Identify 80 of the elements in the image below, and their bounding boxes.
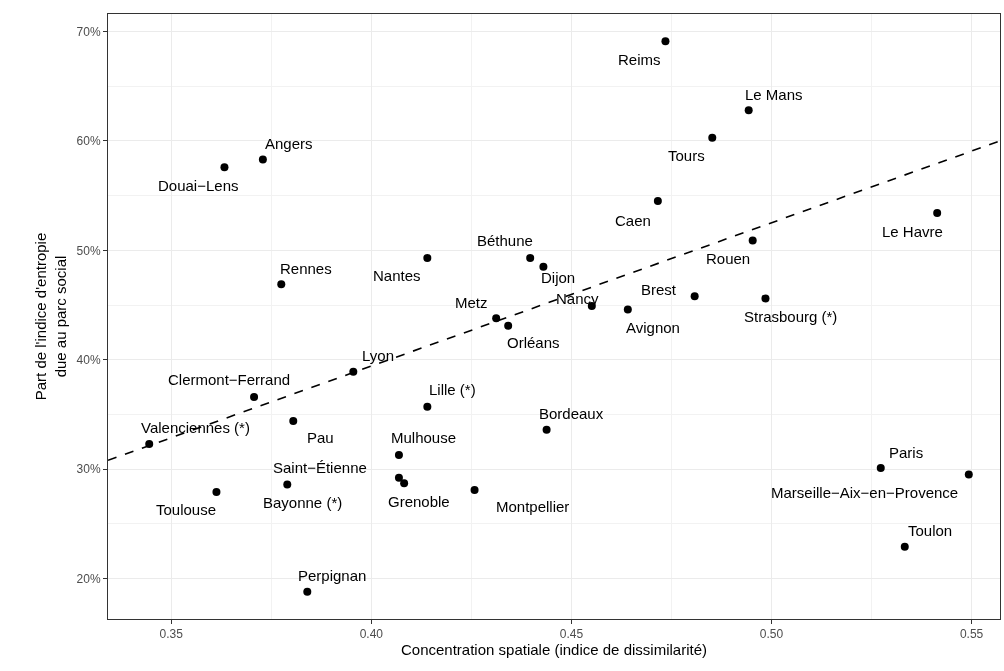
annotation: Dijon: [541, 269, 576, 286]
annotation: Bayonne (*): [263, 494, 343, 511]
annotation: Lyon: [362, 347, 394, 364]
annotation: Rennes: [280, 260, 332, 277]
annotation: Brest: [641, 281, 677, 298]
point: [349, 367, 358, 376]
point: [876, 464, 885, 473]
point: [145, 439, 154, 448]
point: [526, 253, 535, 262]
x-tick-label: 0.45: [559, 627, 584, 642]
point: [653, 197, 662, 206]
point: [277, 280, 286, 289]
annotation: Valenciennes (*): [141, 419, 250, 436]
annotation: Béthune: [477, 232, 533, 249]
annotation: Le Havre: [882, 223, 943, 240]
point: [623, 305, 632, 314]
y-tick-label: 70%: [76, 24, 101, 39]
point: [220, 163, 229, 172]
annotation: Tours: [668, 147, 705, 164]
point: [394, 473, 403, 482]
annotation: Caen: [615, 212, 651, 229]
x-tick-label: 0.55: [959, 627, 984, 642]
annotation: Marseille−Aix−en−Provence: [771, 484, 959, 501]
point: [542, 425, 551, 434]
annotation: Avignon: [626, 319, 680, 336]
point: [400, 479, 409, 488]
annotation: Angers: [265, 135, 313, 152]
annotation: Metz: [455, 294, 488, 311]
x-tick-label: 0.40: [359, 627, 384, 642]
annotation: Nancy: [556, 290, 600, 307]
annotation: Mulhouse: [391, 429, 457, 446]
point: [423, 253, 432, 262]
annotation: Pau: [307, 429, 334, 446]
y-tick-label: 30%: [76, 462, 101, 477]
point: [504, 321, 513, 330]
annotation: Clermont−Ferrand: [168, 371, 291, 388]
annotation: Bordeaux: [539, 405, 604, 422]
point: [258, 155, 267, 164]
point: [250, 392, 259, 401]
x-tick-label: 0.35: [159, 627, 184, 642]
annotation: Toulouse: [156, 501, 217, 518]
annotation: Toulon: [908, 522, 953, 539]
point: [303, 587, 312, 596]
point: [539, 262, 548, 271]
point: [933, 209, 942, 218]
point: [470, 485, 479, 494]
annotation: Reims: [618, 51, 661, 68]
y-tick-label: 60%: [76, 134, 101, 149]
x-tick-label: 0.50: [759, 627, 784, 642]
y-axis-title: Part de l'indice d'entropie due au parc social: [32, 232, 69, 401]
point: [690, 292, 699, 301]
point: [744, 106, 753, 115]
y-tick-label: 40%: [76, 352, 101, 367]
annotation: Perpignan: [298, 567, 367, 584]
annotation: Nantes: [373, 267, 421, 284]
point: [492, 314, 501, 323]
point: [661, 37, 670, 46]
annotation: Strasbourg (*): [744, 308, 838, 325]
annotation: Paris: [889, 444, 924, 461]
annotation: Douai−Lens: [158, 177, 239, 194]
annotation: Montpellier: [496, 498, 570, 515]
point: [283, 480, 292, 489]
annotation: Rouen: [706, 250, 751, 267]
point: [423, 402, 432, 411]
annotation: Orléans: [507, 334, 560, 351]
point: [708, 133, 717, 142]
annotation: Grenoble: [388, 493, 450, 510]
annotation: Saint−Étienne: [273, 459, 367, 476]
annotation: Le Mans: [745, 86, 803, 103]
point: [761, 294, 770, 303]
point: [748, 236, 757, 245]
point: [212, 488, 221, 497]
x-axis-title: Concentration spatiale (indice de dissimilarité): [401, 641, 707, 659]
y-tick-label: 50%: [76, 243, 101, 258]
y-tick-label: 20%: [76, 571, 101, 586]
point: [394, 450, 403, 459]
point: [964, 470, 973, 479]
point: [289, 416, 298, 425]
annotation: Lille (*): [429, 381, 476, 398]
point: [900, 542, 909, 551]
